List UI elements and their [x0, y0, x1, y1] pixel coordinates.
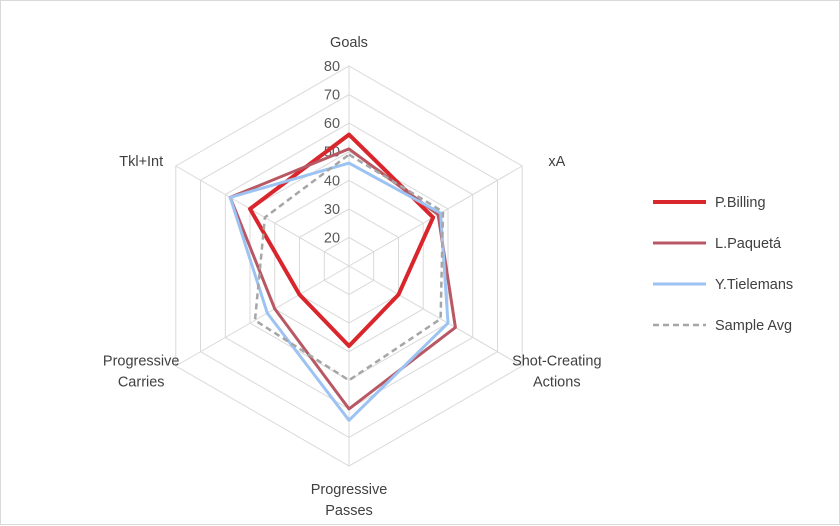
r-tick-label: 70	[324, 88, 340, 104]
axis-label-line: Actions	[533, 375, 581, 391]
r-tick-label: 20	[324, 230, 340, 246]
series-line-0	[248, 132, 436, 348]
legend-label: Y.Tielemans	[715, 277, 793, 293]
radar-grid	[175, 65, 523, 467]
axis-label: Shot-Creating Actions	[512, 354, 601, 391]
axis-label-line: Progressive	[311, 482, 388, 498]
series-line-3	[253, 153, 445, 382]
axis-label: Progressive Carries	[103, 354, 180, 391]
axis-label-line: Goals	[330, 35, 368, 51]
legend-label: L.Paquetá	[715, 236, 782, 252]
axis-label: Goals	[330, 35, 368, 51]
grid-spoke	[348, 265, 523, 367]
r-tick-label: 40	[324, 173, 340, 189]
axis-label: xA	[548, 154, 565, 170]
series-line-2	[228, 161, 450, 422]
axis-label-line: Passes	[325, 503, 373, 519]
grid-spoke	[175, 165, 350, 267]
r-tick-label: 30	[324, 202, 340, 218]
axis-label-line: Carries	[118, 375, 165, 391]
r-tick-label: 60	[324, 116, 340, 132]
grid-spoke	[175, 265, 350, 367]
axis-label-line: Tkl+Int	[119, 154, 163, 170]
legend: P.Billing L.Paquetá Y.Tielemans Sample Avg	[653, 195, 793, 334]
axis-label: Progressive Passes	[311, 482, 388, 519]
grid-spoke	[348, 165, 523, 267]
legend-label: Sample Avg	[715, 318, 792, 334]
axis-label: Tkl+Int	[119, 154, 163, 170]
axis-label-line: Progressive	[103, 354, 180, 370]
legend-label: P.Billing	[715, 195, 766, 211]
axis-label-line: xA	[548, 154, 565, 170]
axis-label-line: Shot-Creating	[512, 354, 601, 370]
r-tick-label: 80	[324, 59, 340, 75]
